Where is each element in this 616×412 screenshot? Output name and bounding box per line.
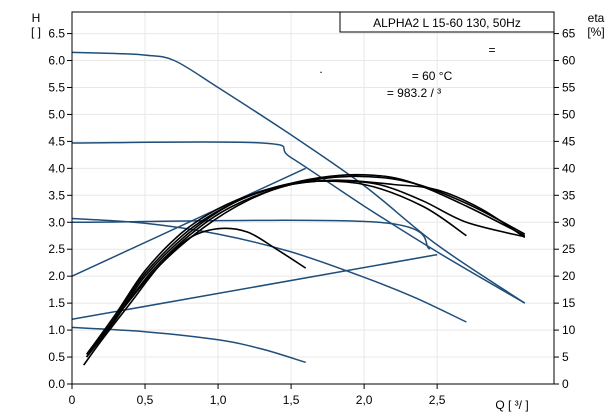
left-tick-label: 3.0 (48, 215, 65, 229)
x-tick-label: 0 (69, 393, 76, 407)
left-tick-label: 0.0 (48, 377, 65, 391)
left-tick-label: 0.5 (48, 350, 65, 364)
left-tick-label: 1.5 (48, 296, 65, 310)
left-tick-label: 6.5 (48, 27, 65, 41)
right-tick-label: 55 (562, 80, 576, 94)
right-axis-label-line1: eta (588, 11, 605, 25)
left-tick-label: 5.5 (48, 80, 65, 94)
right-tick-label: 15 (562, 296, 576, 310)
x-axis-label: Q [ ³/ ] (495, 398, 528, 412)
x-tick-label: 1,0 (210, 393, 227, 407)
annotation-dot: . (319, 62, 322, 76)
left-tick-label: 4.0 (48, 161, 65, 175)
left-axis-label-line2: [ ] (31, 25, 41, 39)
right-tick-label: 10 (562, 323, 576, 337)
x-tick-label: 2,5 (429, 393, 446, 407)
left-tick-label: 2.5 (48, 242, 65, 256)
head-curve-1 (71, 141, 526, 304)
right-axis-label-line2: [%] (587, 25, 604, 39)
head-curve-2 (71, 219, 431, 250)
efficiency-curve-1 (85, 180, 467, 355)
left-axis-label-line1: H (32, 11, 41, 25)
left-tick-label: 1.0 (48, 323, 65, 337)
head-curve-5 (71, 167, 307, 277)
left-tick-label: 3.5 (48, 188, 65, 202)
right-tick-label: 5 (562, 350, 569, 364)
right-tick-label: 60 (562, 54, 576, 68)
x-tick-label: 2,0 (356, 393, 373, 407)
right-tick-label: 65 (562, 27, 576, 41)
efficiency-curve-5 (88, 179, 525, 353)
efficiency-curve-3 (85, 173, 526, 358)
x-tick-label: 0,5 (137, 393, 154, 407)
x-tick-label: 1,5 (283, 393, 300, 407)
plot-frame (71, 11, 555, 385)
annotation-temperature: = 60 °C (412, 69, 453, 83)
efficiency-curves (83, 173, 526, 366)
left-tick-label: 2.0 (48, 269, 65, 283)
head-curve-0 (71, 51, 526, 304)
right-tick-label: 35 (562, 188, 576, 202)
chart-title: ALPHA2 L 15-60 130, 50Hz (373, 16, 521, 30)
right-tick-label: 0 (562, 377, 569, 391)
grid-lines (71, 12, 554, 385)
right-tick-label: 50 (562, 107, 576, 121)
right-tick-label: 45 (562, 134, 576, 148)
title-box (339, 11, 555, 33)
left-axis-ticks: 0.0 0.5 1.0 1.5 2.0 2.5 3.0 3.5 4.0 4.5 5.0 5.5 6.0 6… (48, 27, 72, 391)
x-axis-ticks: 0 0,5 1,0 1,5 2,0 2,5 (69, 384, 446, 407)
head-curve-6 (71, 253, 438, 321)
head-curve-4 (71, 326, 306, 364)
left-tick-label: 4.5 (48, 134, 65, 148)
head-curve-3 (71, 217, 467, 323)
head-curves (71, 51, 526, 364)
right-axis-ticks: 0 5 10 15 20 25 30 35 40 45 50 55 60 65 (554, 27, 576, 391)
left-tick-label: 5.0 (48, 107, 65, 121)
annotation-density: = 983.2 / ³ (387, 86, 441, 100)
right-tick-label: 40 (562, 161, 576, 175)
right-tick-label: 30 (562, 215, 576, 229)
right-tick-label: 25 (562, 242, 576, 256)
annotation-equals: = (488, 43, 495, 57)
left-tick-label: 6.0 (48, 54, 65, 68)
right-tick-label: 20 (562, 269, 576, 283)
